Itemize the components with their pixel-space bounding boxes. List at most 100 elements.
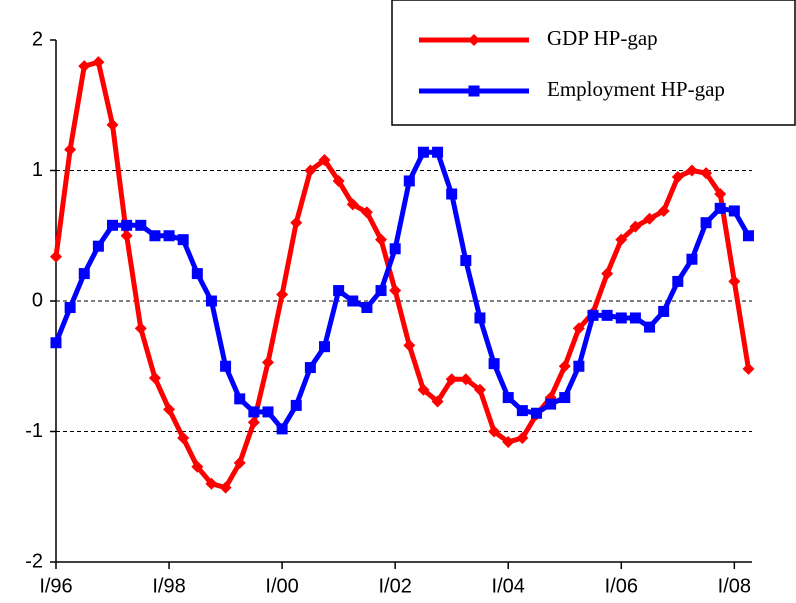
x-tick-label: I/04 xyxy=(492,575,525,597)
data-point xyxy=(644,321,656,333)
data-point xyxy=(488,358,500,370)
data-point xyxy=(149,230,161,242)
data-point xyxy=(360,206,373,219)
data-point xyxy=(431,395,444,408)
data-point xyxy=(459,373,472,386)
data-point xyxy=(601,309,613,321)
data-point xyxy=(700,217,712,229)
y-tick-label: 0 xyxy=(32,289,43,311)
legend-marker xyxy=(468,85,480,97)
y-tick-label: -2 xyxy=(25,550,43,572)
legend-marker xyxy=(468,34,480,46)
data-point xyxy=(64,143,77,156)
series-line xyxy=(53,59,751,491)
data-point xyxy=(346,198,359,211)
data-point xyxy=(318,154,331,167)
data-point xyxy=(572,322,585,335)
data-point xyxy=(686,253,698,265)
data-point xyxy=(714,202,726,214)
data-point xyxy=(530,407,542,419)
data-point xyxy=(220,360,232,372)
data-point xyxy=(106,118,119,131)
data-point xyxy=(177,432,190,445)
data-point xyxy=(191,268,203,280)
data-point xyxy=(64,302,76,314)
data-point xyxy=(502,435,515,448)
data-point xyxy=(545,398,557,410)
data-point xyxy=(460,255,472,267)
data-point xyxy=(473,383,486,396)
data-point xyxy=(559,392,571,404)
data-point xyxy=(234,393,246,405)
data-point xyxy=(629,220,642,233)
data-point xyxy=(375,233,388,246)
data-point xyxy=(92,240,104,252)
data-point xyxy=(107,219,119,231)
x-tick-label: I/06 xyxy=(605,575,638,597)
data-point xyxy=(446,188,458,200)
x-tick-label: I/02 xyxy=(378,575,411,597)
data-point xyxy=(304,164,317,177)
data-point xyxy=(728,275,741,288)
data-point xyxy=(219,481,232,494)
data-point xyxy=(163,230,175,242)
data-point xyxy=(700,167,713,180)
data-point xyxy=(134,322,147,335)
data-point xyxy=(247,416,260,429)
data-point xyxy=(78,60,91,73)
data-point xyxy=(120,229,133,242)
x-tick-label: I/98 xyxy=(152,575,185,597)
data-point xyxy=(233,456,246,469)
data-point xyxy=(488,425,501,438)
data-point xyxy=(643,212,656,225)
data-point xyxy=(502,392,514,404)
y-tick-label: -1 xyxy=(25,420,43,442)
data-point xyxy=(319,341,331,353)
legend-box xyxy=(391,0,796,126)
data-point xyxy=(685,164,698,177)
data-point xyxy=(728,205,740,217)
data-point xyxy=(445,373,458,386)
data-point xyxy=(78,268,90,280)
data-point xyxy=(177,234,189,246)
data-point xyxy=(304,362,316,374)
data-point xyxy=(276,423,288,435)
data-point xyxy=(615,312,627,324)
data-point xyxy=(261,356,274,369)
data-point xyxy=(290,216,303,229)
data-point xyxy=(276,288,289,301)
data-point xyxy=(587,309,599,321)
data-point xyxy=(50,250,62,263)
data-point xyxy=(629,312,641,324)
data-point xyxy=(205,295,217,307)
data-point xyxy=(474,312,486,324)
x-tick-label: I/00 xyxy=(265,575,298,597)
data-point xyxy=(432,146,444,158)
y-tick-label: 1 xyxy=(32,159,43,181)
data-point xyxy=(290,399,302,411)
x-tick-label: I/08 xyxy=(718,575,751,597)
data-point xyxy=(332,174,345,187)
data-point xyxy=(148,371,161,384)
data-point xyxy=(262,406,274,418)
data-point xyxy=(615,233,628,246)
data-point xyxy=(516,432,529,445)
data-point xyxy=(361,302,373,314)
x-tick-label: I/96 xyxy=(39,575,72,597)
data-point xyxy=(347,295,359,307)
data-point xyxy=(671,171,684,184)
data-point xyxy=(417,383,430,396)
data-point xyxy=(403,175,415,187)
data-point xyxy=(742,230,754,242)
data-point xyxy=(163,403,176,416)
data-point xyxy=(389,243,401,255)
data-point xyxy=(742,362,755,375)
data-point xyxy=(375,285,387,297)
data-point xyxy=(657,204,670,217)
data-point xyxy=(205,477,218,490)
data-point xyxy=(403,339,416,352)
legend-label: Employment HP-gap xyxy=(547,77,725,101)
data-point xyxy=(333,285,345,297)
